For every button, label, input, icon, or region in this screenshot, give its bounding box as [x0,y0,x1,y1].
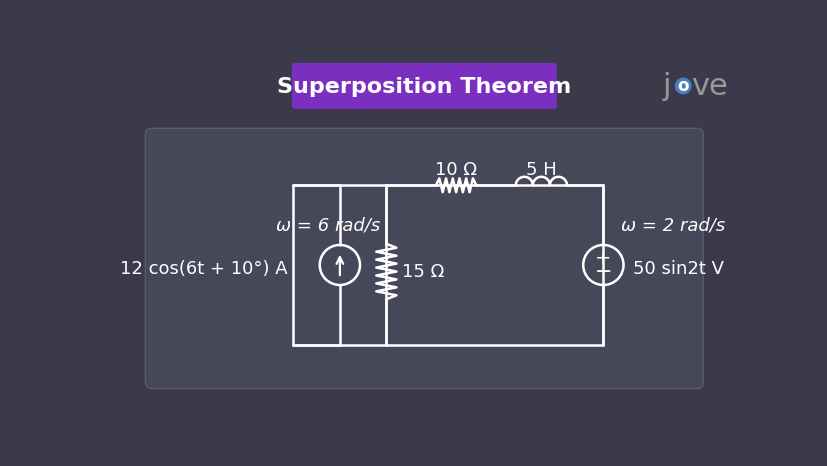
Text: 10 Ω: 10 Ω [435,161,476,179]
FancyBboxPatch shape [146,128,702,389]
Text: 50 sin2t V: 50 sin2t V [632,260,723,278]
Text: −: − [594,262,611,282]
Text: +: + [595,249,611,268]
Text: 15 Ω: 15 Ω [401,262,443,281]
Text: ω = 2 rad/s: ω = 2 rad/s [620,216,724,234]
FancyBboxPatch shape [291,63,557,109]
Text: ve: ve [690,72,727,101]
Text: 5 H: 5 H [525,161,556,179]
Text: 12 cos(6t + 10°) A: 12 cos(6t + 10°) A [119,260,287,278]
Text: Superposition Theorem: Superposition Theorem [277,77,571,97]
Text: ω = 6 rad/s: ω = 6 rad/s [275,216,380,234]
Text: j: j [662,72,671,101]
Circle shape [675,78,690,94]
Text: o: o [676,77,688,96]
